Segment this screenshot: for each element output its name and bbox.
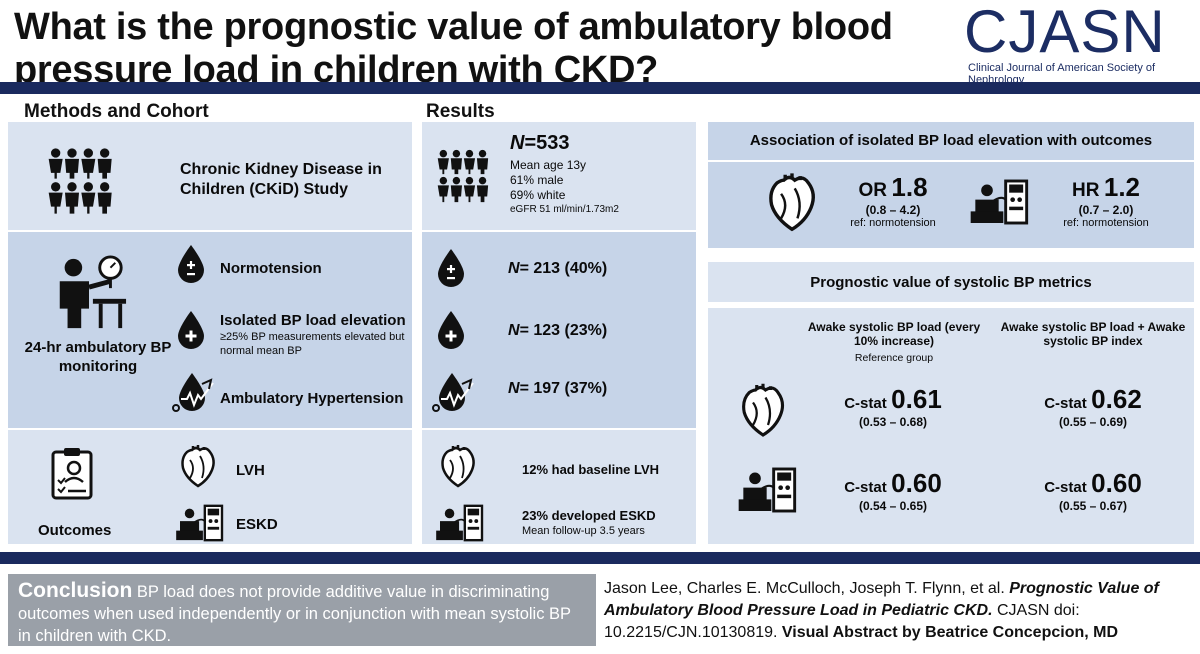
demographic-egfr: eGFR 51 ml/min/1.73m2	[510, 204, 619, 215]
demographic-sex: 61% male	[510, 173, 564, 187]
drop-plus-minus-icon	[436, 248, 466, 288]
heart-icon	[738, 382, 788, 438]
cstat-label: C-stat	[1044, 479, 1087, 496]
or-value: 1.8	[891, 172, 928, 202]
page-title: What is the prognostic value of ambulato…	[14, 6, 893, 91]
citation-authors: Jason Lee, Charles E. McCulloch, Joseph …	[604, 580, 1010, 597]
group-label-hypertension: Ambulatory Hypertension	[220, 390, 404, 407]
cstat-value: 0.62	[1091, 384, 1142, 414]
cstat-label: C-stat	[1044, 395, 1087, 412]
prognostic-heading-panel: Prognostic value of systolic BP metrics	[708, 262, 1194, 302]
hr-result: HR 1.2 (0.7 – 2.0) ref: normotension	[1046, 172, 1166, 229]
citation-credit: Visual Abstract by Beatrice Concepcion, …	[781, 624, 1119, 641]
cstat-ci: (0.55 – 0.67)	[1058, 499, 1128, 513]
association-divider	[708, 160, 1194, 162]
cstat-value: 0.61	[891, 384, 942, 414]
results-cohort-panel: N=533 Mean age 13y 61% male 69% white eG…	[422, 122, 696, 230]
count-isolated: N= 123 (23%)	[508, 322, 608, 339]
hr-label: HR	[1071, 180, 1100, 201]
drop-hypertension-icon	[432, 370, 476, 414]
eskd-cstat-load: C-stat 0.60 (0.54 – 0.65)	[818, 468, 968, 513]
followup-note: Mean follow-up 3.5 years	[522, 525, 645, 537]
outcome-eskd: ESKD	[236, 516, 278, 533]
eskd-cstat-combined: C-stat 0.60 (0.55 – 0.67)	[1018, 468, 1168, 513]
drop-plus-icon	[436, 310, 466, 350]
or-ref: ref: normotension	[850, 217, 936, 229]
hr-ci: (0.7 – 2.0)	[1078, 203, 1134, 217]
cstat-value: 0.60	[891, 468, 942, 498]
demographic-race: 69% white	[510, 188, 566, 202]
outcome-lvh: LVH	[236, 462, 265, 479]
cstat-ci: (0.53 – 0.68)	[858, 415, 928, 429]
lvh-cstat-load: C-stat 0.61 (0.53 – 0.68)	[818, 384, 968, 429]
or-result: OR 1.8 (0.8 – 4.2) ref: normotension	[838, 172, 948, 229]
count-normotension: N= 213 (40%)	[508, 260, 608, 277]
citation: Jason Lee, Charles E. McCulloch, Joseph …	[604, 578, 1194, 644]
logo-text: CJASN	[964, 0, 1166, 65]
association-heading: Association of isolated BP load elevatio…	[749, 132, 1153, 149]
drop-plus-minus-icon	[176, 244, 206, 284]
dialysis-icon	[172, 502, 230, 544]
group-label-normotension: Normotension	[220, 260, 322, 277]
dialysis-icon	[734, 464, 804, 516]
group-label-isolated: Isolated BP load elevation	[220, 312, 406, 329]
or-label: OR	[858, 180, 887, 201]
group-note-isolated: ≥25% BP measurements elevated but normal…	[220, 331, 405, 357]
bottom-divider	[0, 552, 1200, 564]
cohort-label: Chronic Kidney Disease in Children (CKiD…	[180, 161, 382, 198]
drop-plus-icon	[176, 310, 206, 350]
cstat-ci: (0.54 – 0.65)	[858, 499, 928, 513]
clipboard-icon	[50, 446, 94, 500]
association-panel: Association of isolated BP load elevatio…	[708, 122, 1194, 248]
n-value: =533	[524, 132, 570, 154]
conclusion-text: BP load does not provide additive value …	[18, 583, 571, 645]
lvh-result: 12% had baseline LVH	[522, 462, 660, 477]
eskd-result: 23% developed ESKD	[522, 508, 656, 523]
people-icon	[434, 148, 490, 204]
prognostic-panel: Awake systolic BP load (every 10% increa…	[708, 308, 1194, 544]
demographic-age: Mean age 13y	[510, 158, 587, 172]
prognostic-heading: Prognostic value of systolic BP metrics	[810, 274, 1092, 291]
outcomes-panel: Outcomes LVH ESKD	[8, 430, 412, 544]
top-divider	[0, 82, 1200, 94]
heart-icon	[178, 444, 218, 488]
methods-heading: Methods and Cohort	[24, 101, 209, 122]
drop-hypertension-icon	[172, 370, 216, 414]
n-prefix: N	[510, 132, 525, 154]
monitoring-label: 24-hr ambulatory BP monitoring	[24, 339, 172, 375]
citation-title: Prognostic Value of Ambulatory Blood Pre…	[604, 580, 1159, 619]
col1-note: Reference group	[854, 352, 934, 364]
monitoring-panel: 24-hr ambulatory BP monitoring Normotens…	[8, 232, 412, 428]
cstat-label: C-stat	[844, 395, 887, 412]
results-groups-panel: N= 213 (40%) N= 123 (23%) N= 197 (37%)	[422, 232, 696, 428]
results-outcomes-panel: 12% had baseline LVH 23% developed ESKD …	[422, 430, 696, 544]
cohort-panel: Chronic Kidney Disease in Children (CKiD…	[8, 122, 412, 230]
hr-value: 1.2	[1103, 172, 1141, 202]
outcomes-label: Outcomes	[38, 522, 112, 539]
lvh-cstat-combined: C-stat 0.62 (0.55 – 0.69)	[1018, 384, 1168, 429]
dialysis-icon	[966, 176, 1036, 228]
col2-title: Awake systolic BP load + Awake systolic …	[1000, 320, 1186, 348]
cohort-size: N=533	[510, 132, 570, 155]
conclusion-lead: Conclusion	[18, 579, 133, 602]
count-hypertension: N= 197 (37%)	[508, 380, 608, 397]
heart-icon	[764, 172, 820, 232]
or-ci: (0.8 – 4.2)	[865, 203, 921, 217]
cstat-label: C-stat	[844, 479, 887, 496]
citation-journal: CJASN doi: 10.2215/CJN.10130819.	[604, 602, 1080, 641]
results-heading: Results	[426, 101, 495, 122]
heart-icon	[438, 444, 478, 488]
people-icon	[44, 146, 114, 216]
bp-monitor-person-icon	[50, 254, 128, 332]
journal-logo[interactable]: CJASN Clinical Journal of American Socie…	[964, 0, 1194, 86]
hr-ref: ref: normotension	[1063, 217, 1149, 229]
cstat-value: 0.60	[1091, 468, 1142, 498]
dialysis-icon	[432, 502, 490, 544]
col1-title: Awake systolic BP load (every 10% increa…	[807, 320, 981, 348]
conclusion-box: Conclusion BP load does not provide addi…	[8, 574, 596, 646]
cstat-ci: (0.55 – 0.69)	[1058, 415, 1128, 429]
